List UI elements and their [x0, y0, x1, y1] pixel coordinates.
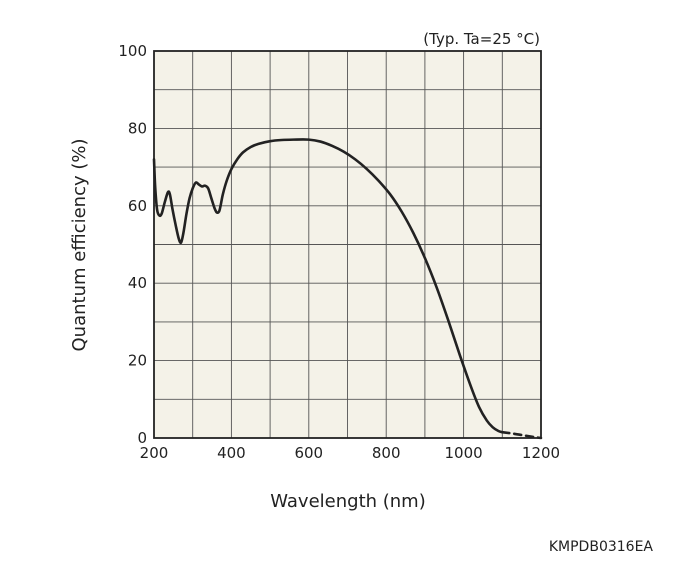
- y-tick-label: 60: [128, 197, 147, 215]
- measurement-conditions-note: (Typ. Ta=25 °C): [423, 30, 540, 48]
- qe-curve: [152, 138, 504, 434]
- y-tick-labels: 0 20 40 60 80 100: [118, 42, 147, 447]
- y-tick-label: 100: [118, 42, 147, 60]
- x-axis-title: Wavelength (nm): [270, 491, 426, 512]
- y-axis-title: Quantum efficiency (%): [69, 138, 90, 351]
- y-tick-label: 40: [128, 274, 147, 292]
- x-tick-label: 1000: [445, 444, 483, 462]
- y-tick-label: 80: [128, 119, 147, 137]
- y-tick-label: 0: [137, 429, 147, 447]
- plot-frame: [153, 50, 542, 439]
- figure-code: KMPDB0316EA: [549, 539, 654, 555]
- x-tick-label: 800: [372, 444, 401, 462]
- x-tick-labels: 200 400 600 800 1000 1200: [140, 444, 560, 462]
- x-tick-label: 200: [140, 444, 169, 462]
- y-tick-label: 20: [128, 352, 147, 370]
- x-tick-label: 400: [217, 444, 246, 462]
- x-tick-label: 1200: [522, 444, 560, 462]
- x-tick-label: 600: [294, 444, 323, 462]
